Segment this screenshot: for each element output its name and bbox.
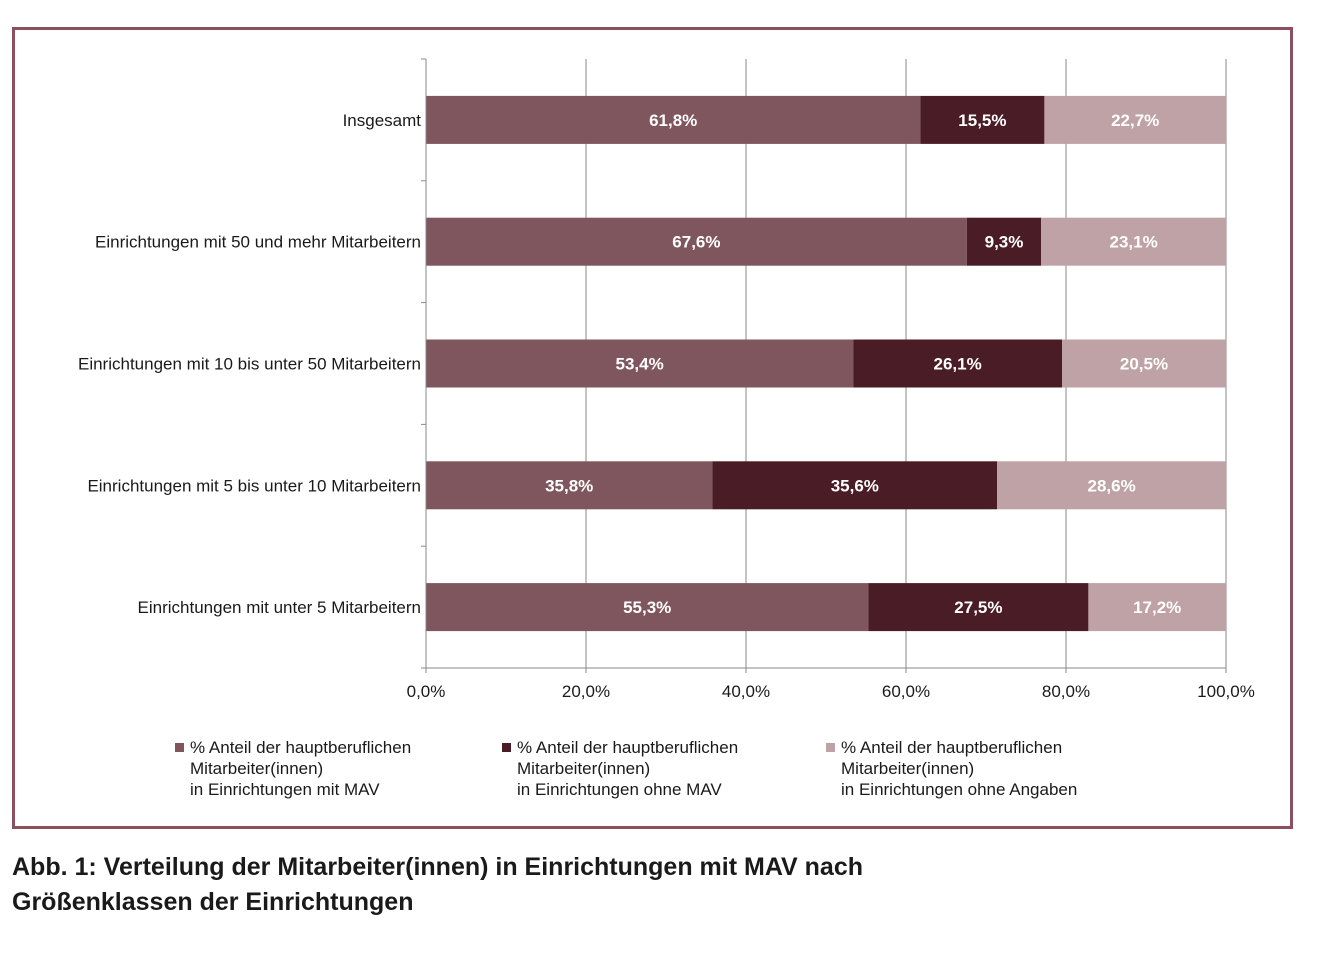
bar-segment — [426, 461, 713, 510]
data-label: 20,5% — [1120, 355, 1168, 374]
x-tick-label: 0,0% — [407, 682, 446, 701]
chart-frame — [12, 27, 1293, 829]
data-label: 9,3% — [985, 233, 1024, 252]
bar-segment — [426, 95, 921, 144]
bar-segment — [853, 339, 1062, 388]
x-tick-label: 80,0% — [1042, 682, 1090, 701]
x-tick-label: 100,0% — [1197, 682, 1255, 701]
data-label: 17,2% — [1133, 598, 1181, 617]
caption-line-1: Abb. 1: Verteilung der Mitarbeiter(innen… — [12, 853, 863, 881]
data-label: 55,3% — [623, 598, 671, 617]
bar-segment — [868, 583, 1089, 632]
bar-segment — [1044, 95, 1226, 144]
x-tick-label: 60,0% — [882, 682, 930, 701]
data-label: 23,1% — [1109, 233, 1157, 252]
data-label: 26,1% — [933, 355, 981, 374]
data-label: 28,6% — [1087, 476, 1135, 495]
legend-label-ohne-angaben: % Anteil der hauptberuflichen Mitarbeite… — [841, 738, 1078, 799]
bar-segment — [426, 583, 869, 632]
legend-item-ohne-mav: % Anteil der hauptberuflichen Mitarbeite… — [502, 737, 738, 800]
category-label: Insgesamt — [343, 111, 422, 130]
bar-segment — [1062, 339, 1226, 388]
bar-segment — [966, 217, 1042, 266]
bar-segment — [426, 217, 967, 266]
legend-swatch-ohne-mav — [502, 743, 511, 752]
data-label: 22,7% — [1111, 111, 1159, 130]
legend-swatch-mit-mav — [175, 743, 184, 752]
x-tick-label: 40,0% — [722, 682, 770, 701]
bar-segment — [712, 461, 998, 510]
data-label: 35,6% — [831, 476, 879, 495]
data-label: 53,4% — [615, 355, 663, 374]
data-label: 67,6% — [672, 233, 720, 252]
bar-segment — [997, 461, 1226, 510]
legend-swatch-ohne-angaben — [826, 743, 835, 752]
category-label: Einrichtungen mit 5 bis unter 10 Mitarbe… — [87, 476, 421, 495]
legend-item-ohne-angaben: % Anteil der hauptberuflichen Mitarbeite… — [826, 737, 1077, 800]
data-label: 15,5% — [958, 111, 1006, 130]
category-label: Einrichtungen mit unter 5 Mitarbeitern — [138, 598, 421, 617]
data-label: 61,8% — [649, 111, 697, 130]
x-tick-label: 20,0% — [562, 682, 610, 701]
data-label: 35,8% — [545, 476, 593, 495]
legend-item-mit-mav: % Anteil der hauptberuflichen Mitarbeite… — [175, 737, 411, 800]
bar-segment — [1088, 583, 1226, 632]
bar-segment — [920, 95, 1045, 144]
category-label: Einrichtungen mit 10 bis unter 50 Mitarb… — [78, 355, 421, 374]
bar-segment — [426, 339, 854, 388]
caption-line-2: Größenklassen der Einrichtungen — [12, 888, 414, 916]
data-label: 27,5% — [954, 598, 1002, 617]
bar-segment — [1041, 217, 1226, 266]
figure-caption: Abb. 1: Verteilung der Mitarbeiter(innen… — [12, 850, 1012, 920]
legend-label-ohne-mav: % Anteil der hauptberuflichen Mitarbeite… — [517, 738, 739, 799]
category-label: Einrichtungen mit 50 und mehr Mitarbeite… — [95, 233, 421, 252]
legend-label-mit-mav: % Anteil der hauptberuflichen Mitarbeite… — [190, 738, 412, 799]
